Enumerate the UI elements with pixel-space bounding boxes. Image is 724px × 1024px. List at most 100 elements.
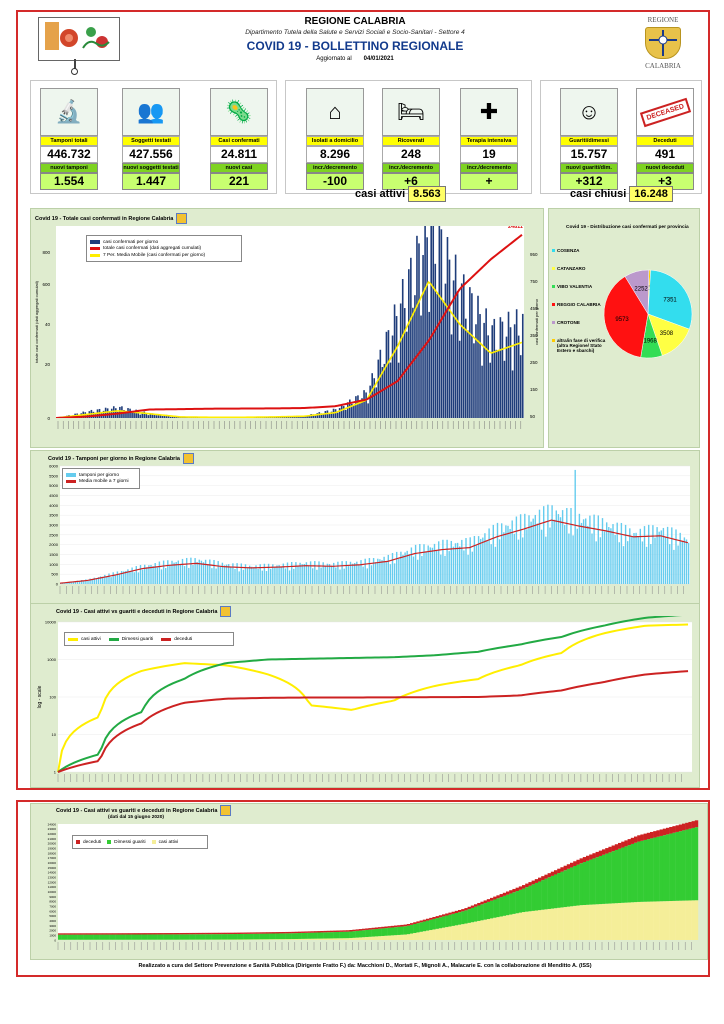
y-tick-label: 2000 [49,542,59,547]
recovered-bar [314,932,318,939]
recovered-bar [147,934,151,940]
deceased-bar [186,932,190,935]
tests-bar [515,516,518,584]
active-cases-bar [502,915,507,940]
recovered-bar [118,934,123,940]
region-crest: REGIONE CALABRIA [634,16,692,70]
recovered-bar [224,934,228,940]
tests-bar [627,541,629,584]
tests-bar [452,546,455,584]
y-tick-label: 24000 [48,822,57,826]
chart-province-legend: COSENZA CATANZARO VIBO VALENTIA REGGIO C… [552,248,612,366]
daily-cases-bar [424,205,426,418]
tests-bar [139,565,142,584]
recovered-bar [246,933,251,940]
tests-bar [244,564,247,584]
recovered-bar [662,835,667,902]
daily-cases-bar [509,327,512,418]
legend-swatch-s-active [151,840,156,844]
tests-bar [339,569,341,584]
active-cases-bar [326,938,331,940]
recovered-bar [90,934,94,940]
deceased-bar [403,924,407,927]
tests-bar [652,525,654,584]
active-cases-bar [310,938,315,940]
active-cases-bar [346,938,350,940]
active-cases-bar [365,937,369,940]
legend-other-label: altra/in fase di verifica (altra Regione… [557,338,606,353]
legend-swatch-recovered [108,637,119,641]
deceased-bar [397,925,401,927]
deceased-bar [483,900,487,904]
deceased-bar [637,835,641,842]
tests-bar [356,561,358,584]
y-tick-label: 0 [54,938,56,942]
recovered-bar [646,839,651,902]
daily-cases-bar [387,330,390,418]
deceased-bar [64,933,68,935]
active-cases-label: casi attivi [355,188,406,200]
tests-bar [76,580,79,584]
tests-bar [114,575,116,584]
deceased-bar [467,906,471,910]
daily-cases-bar [458,340,461,418]
chart-tests-title-text: Covid 19 - Tamponi per giorno in Regione… [48,455,180,462]
deceased-bar [614,844,619,850]
daily-cases-bar [346,402,349,418]
daily-cases-bar [381,367,384,418]
active-cases-bar [576,905,580,940]
y-tick-label: 500 [51,572,58,577]
legend-label-s-recovered: Dimessi guariti [114,839,146,845]
daily-cases-bar [355,396,357,418]
deceased-bar [314,931,318,933]
tests-bar [240,563,242,584]
tests-bar [249,565,251,584]
daily-cases-bar [403,308,406,418]
tests-bar [522,537,524,584]
daily-cases-bar [385,331,388,418]
recovered-bar [150,934,155,940]
tests-bar [463,550,465,584]
deceased-bar [70,933,75,935]
legend-swatch-cumulative [90,247,100,250]
recovered-bar [406,925,411,935]
deceased-bar [218,932,222,935]
recovered-bar [128,934,132,940]
tests-bar [368,558,371,584]
tests-bar [81,579,83,584]
recovered-bar [61,934,65,940]
recovered-icon: ☺ [560,88,618,136]
recovered-bar [621,847,625,903]
deceased-bar [438,915,443,918]
active-cases-bar [307,938,311,940]
tests-bar [297,566,299,584]
tests-bar [576,528,578,584]
icu-icon: ✚ [460,88,518,136]
daily-cases-bar [361,398,363,418]
tests-bar [391,552,394,584]
active-cases-bar [595,904,599,940]
tests-bar [578,513,581,584]
tests-bar [301,564,303,584]
recovered-bar [77,934,81,940]
daily-cases-bar [312,414,314,418]
daily-cases-bar [357,395,359,418]
tests-bar [276,565,278,584]
legend-reggio-label: REGGIO CALABRIA [557,302,601,307]
deceased-bar [330,930,334,933]
active-cases-bar [550,908,555,940]
deceased-bar [624,840,628,847]
tests-bar [414,544,417,584]
tests-bar [162,560,165,584]
tests-bar [303,563,305,584]
deceased-bar [448,912,452,915]
pie-slice-label: 2252 [634,287,648,293]
tests-bar [272,564,274,584]
deceased-bar [390,925,395,928]
legend-label-s-active: casi attivi [158,839,179,845]
daily-cases-bar [454,254,457,418]
active-cases-bar [282,939,286,940]
legend-item-cumulative: totale casi confermati (dati aggregati c… [90,246,238,251]
deceased-bar [659,829,663,836]
tests-bar [131,567,133,584]
